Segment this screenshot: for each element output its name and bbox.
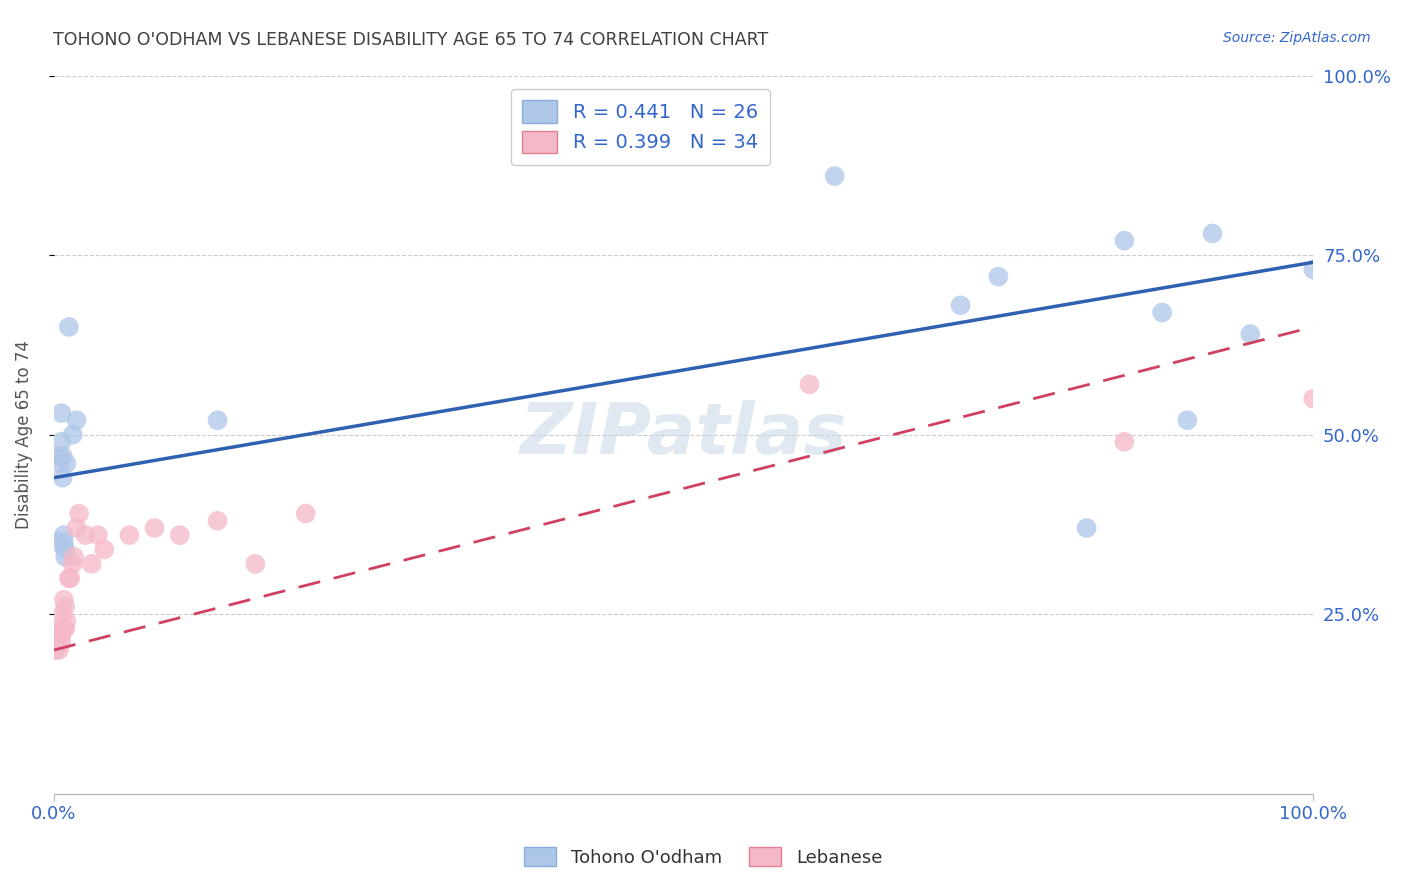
Point bbox=[87, 528, 110, 542]
Point bbox=[118, 528, 141, 542]
Point bbox=[294, 507, 316, 521]
Point bbox=[49, 622, 72, 636]
Point bbox=[51, 629, 73, 643]
Point bbox=[52, 622, 75, 636]
Point bbox=[75, 528, 97, 542]
Point bbox=[51, 406, 73, 420]
Point bbox=[53, 549, 76, 564]
Y-axis label: Disability Age 65 to 74: Disability Age 65 to 74 bbox=[15, 340, 32, 529]
Point bbox=[52, 535, 75, 549]
Point bbox=[46, 535, 69, 549]
Point bbox=[58, 571, 80, 585]
Point bbox=[52, 471, 75, 485]
Point bbox=[46, 629, 69, 643]
Point bbox=[207, 413, 229, 427]
Point bbox=[245, 557, 267, 571]
Point bbox=[55, 456, 77, 470]
Point bbox=[55, 615, 77, 629]
Point bbox=[1302, 392, 1324, 406]
Point bbox=[207, 514, 229, 528]
Legend: Tohono O'odham, Lebanese: Tohono O'odham, Lebanese bbox=[516, 840, 890, 874]
Point bbox=[1201, 227, 1223, 241]
Point bbox=[949, 298, 972, 312]
Point bbox=[80, 557, 103, 571]
Point bbox=[93, 542, 115, 557]
Point bbox=[53, 599, 76, 614]
Point bbox=[49, 629, 72, 643]
Point bbox=[62, 427, 84, 442]
Point bbox=[51, 636, 73, 650]
Point bbox=[51, 434, 73, 449]
Point bbox=[52, 528, 75, 542]
Point bbox=[65, 521, 87, 535]
Point bbox=[53, 542, 76, 557]
Point bbox=[1114, 234, 1136, 248]
Point bbox=[987, 269, 1010, 284]
Point bbox=[48, 643, 70, 657]
Point bbox=[65, 413, 87, 427]
Text: ZIPatlas: ZIPatlas bbox=[520, 401, 848, 469]
Point bbox=[44, 643, 66, 657]
Text: TOHONO O'ODHAM VS LEBANESE DISABILITY AGE 65 TO 74 CORRELATION CHART: TOHONO O'ODHAM VS LEBANESE DISABILITY AG… bbox=[53, 31, 769, 49]
Point bbox=[169, 528, 191, 542]
Point bbox=[59, 571, 82, 585]
Point bbox=[799, 377, 821, 392]
Point bbox=[1239, 327, 1261, 342]
Point bbox=[52, 607, 75, 621]
Text: Source: ZipAtlas.com: Source: ZipAtlas.com bbox=[1223, 31, 1371, 45]
Point bbox=[45, 636, 67, 650]
Point bbox=[1114, 434, 1136, 449]
Point bbox=[53, 622, 76, 636]
Point bbox=[824, 169, 846, 183]
Legend: R = 0.441   N = 26, R = 0.399   N = 34: R = 0.441 N = 26, R = 0.399 N = 34 bbox=[510, 89, 769, 165]
Point bbox=[62, 557, 84, 571]
Point bbox=[52, 592, 75, 607]
Point bbox=[49, 456, 72, 470]
Point bbox=[58, 319, 80, 334]
Point bbox=[67, 507, 90, 521]
Point bbox=[1302, 262, 1324, 277]
Point bbox=[1175, 413, 1198, 427]
Point bbox=[63, 549, 86, 564]
Point bbox=[48, 449, 70, 463]
Point bbox=[1152, 305, 1174, 319]
Point bbox=[52, 449, 75, 463]
Point bbox=[52, 622, 75, 636]
Point bbox=[143, 521, 166, 535]
Point bbox=[1076, 521, 1098, 535]
